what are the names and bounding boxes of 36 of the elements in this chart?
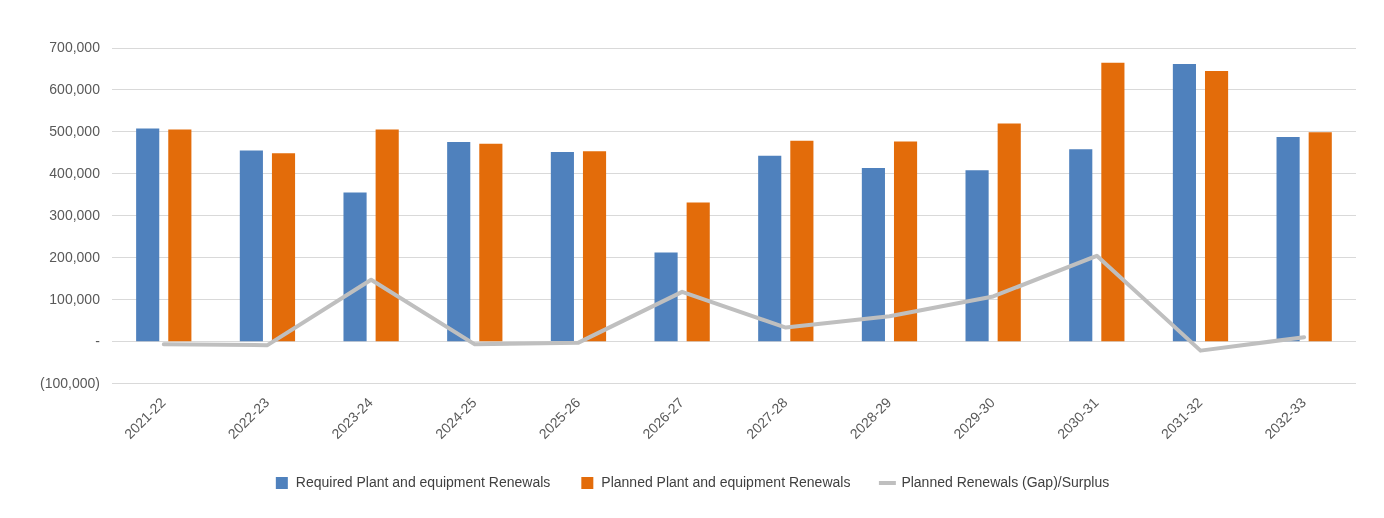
- bar: [447, 142, 471, 342]
- bar: [1204, 71, 1229, 342]
- legend-label: Planned Plant and equipment Renewals: [601, 473, 851, 490]
- y-tick-label: 700,000: [49, 38, 101, 55]
- bar: [654, 252, 678, 342]
- bar: [790, 140, 814, 342]
- y-tick-label: 500,000: [49, 122, 101, 139]
- bar: [1276, 136, 1300, 342]
- bar: [271, 153, 296, 342]
- bar: [1172, 63, 1196, 342]
- bar: [582, 151, 607, 342]
- bar: [1101, 62, 1125, 342]
- bar: [758, 155, 782, 342]
- bar: [550, 152, 574, 342]
- y-tick-label: 300,000: [49, 206, 101, 223]
- bar: [997, 123, 1021, 342]
- y-tick-label: 100,000: [49, 290, 101, 307]
- legend-label: Planned Renewals (Gap)/Surplus: [901, 473, 1110, 490]
- bar: [239, 150, 263, 342]
- y-tick-label: (100,000): [39, 374, 100, 391]
- bar: [479, 143, 503, 342]
- legend-label: Required Plant and equipment Renewals: [295, 473, 551, 490]
- bar: [168, 129, 192, 342]
- bar: [965, 170, 989, 342]
- bar: [343, 192, 367, 342]
- bar: [1308, 132, 1332, 342]
- y-tick-label: -: [95, 332, 101, 349]
- bar: [1069, 149, 1093, 342]
- bar: [686, 202, 710, 342]
- y-tick-label: 600,000: [49, 80, 101, 97]
- bar: [893, 141, 918, 342]
- bar: [861, 168, 885, 342]
- y-tick-label: 400,000: [49, 164, 101, 181]
- bar: [136, 128, 160, 342]
- y-tick-label: 200,000: [49, 248, 101, 265]
- bar: [375, 129, 399, 342]
